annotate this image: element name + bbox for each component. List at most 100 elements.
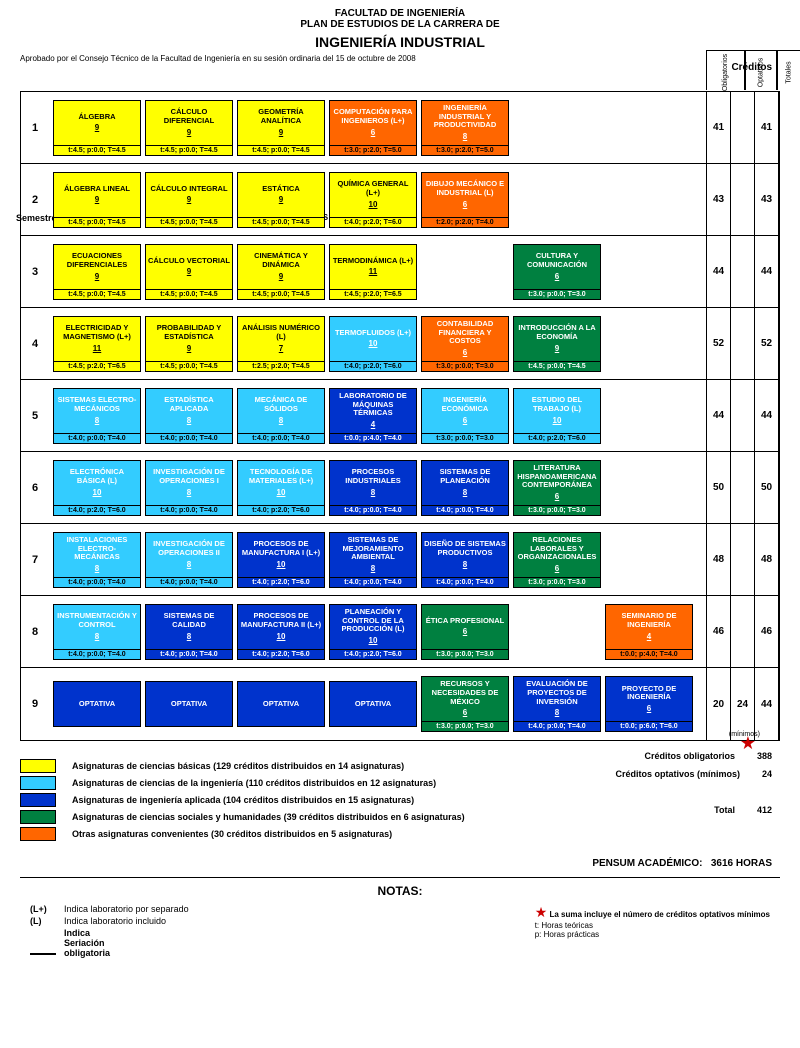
notas-title: NOTAS: xyxy=(0,878,800,904)
course-title: OPTATIVA xyxy=(79,700,115,709)
course-title: DIBUJO MECÁNICO E INDUSTRIAL (L) xyxy=(424,180,506,197)
course-hours: t:4.5; p:0.0; T=4.5 xyxy=(54,145,140,155)
course-hours: t:4.0; p:0.0; T=4.0 xyxy=(422,577,508,587)
credit-cell: 46 xyxy=(707,596,731,667)
credit-cell xyxy=(731,524,755,595)
course-title: CULTURA Y COMUNICACIÓN xyxy=(516,252,598,269)
course-hours: t:4.0; p:0.0; T=4.0 xyxy=(330,577,416,587)
course-box: CULTURA Y COMUNICACIÓN 6 t:3.0; p:0.0; T=3… xyxy=(513,244,601,300)
cred-oblig-label: Créditos obligatorios xyxy=(644,751,735,761)
course-hours: t:3.0; p:0.0; T=3.0 xyxy=(422,721,508,731)
course-title: LITERATURA HISPANOAMERICANA CONTEMPORÁNE… xyxy=(516,464,598,490)
course-box: INGENIERÍA INDUSTRIAL Y PRODUCTIVIDAD8t:… xyxy=(421,100,509,156)
legend-text: Otras asignaturas convenientes (30 crédi… xyxy=(72,829,392,839)
course-hours: t:4.0; p:0.0; T=4.0 xyxy=(422,505,508,515)
course-hours: t:4.0; p:0.0; T=4.0 xyxy=(146,505,232,515)
course-box: RELACIONES LABORALES Y ORGANIZACIONALES6… xyxy=(513,532,601,588)
legend-text: Asignaturas de ciencias sociales y human… xyxy=(72,812,465,822)
course-box: DISEÑO DE SISTEMAS PRODUCTIVOS8t:4.0; p:… xyxy=(421,532,509,588)
credit-cell xyxy=(731,596,755,667)
course-title: PROCESOS DE MANUFACTURA I (L+) xyxy=(240,540,322,557)
course-credits: 8 xyxy=(463,488,467,497)
course-credits: 8 xyxy=(95,416,99,425)
course-credits: 8 xyxy=(555,708,559,717)
credit-cell xyxy=(731,380,755,451)
course-box: INTRODUCCIÓN A LA ECONOMÍA9t:4.5; p:0.0;… xyxy=(513,316,601,372)
course-credits: 9 xyxy=(95,272,99,281)
semester-row: 3ECUACIONES DIFERENCIALES9t:4.5; p:0.0; … xyxy=(21,236,780,308)
credit-cell: 44 xyxy=(707,236,731,307)
course-hours: t:4.0; p:2.0; T=6.0 xyxy=(54,505,140,515)
course-credits: 9 xyxy=(555,344,559,353)
course-box: CÁLCULO INTEGRAL9t:4.5; p:0.0; T=4.5 xyxy=(145,172,233,228)
course-title: SISTEMAS ELECTRO-MECÁNICOS xyxy=(56,396,138,413)
course-box: TERMOFLUIDOS (L+)10t:4.0; p:2.0; T=6.0 xyxy=(329,316,417,372)
course-box: RECURSOS Y NECESIDADES DE MÉXICO6t:3.0; … xyxy=(421,676,509,732)
course-box: PROYECTO DE INGENIERÍA6t:0.0; p:6.0; T=6… xyxy=(605,676,693,732)
course-hours: t:0.0; p:4.0; T=4.0 xyxy=(330,433,416,443)
course-title: CÁLCULO INTEGRAL xyxy=(150,185,227,194)
course-box: ESTÁTICA9t:4.5; p:0.0; T=4.5 xyxy=(237,172,325,228)
course-hours: t:2.0; p:2.0; T=4.0 xyxy=(422,217,508,227)
course-hours: t:4.0; p:0.0; T=4.0 xyxy=(146,577,232,587)
course-box: PROCESOS DE MANUFACTURA II (L+)10t:4.0; … xyxy=(237,604,325,660)
legend-text: Asignaturas de ciencias de la ingeniería… xyxy=(72,778,436,788)
course-hours: t:4.0; p:0.0; T=4.0 xyxy=(54,649,140,659)
course-credits: 8 xyxy=(95,632,99,641)
credit-cell xyxy=(731,164,755,235)
course-hours: t:4.5; p:0.0; T=4.5 xyxy=(146,217,232,227)
course-title: EVALUACIÓN DE PROYECTOS DE INVERSIÓN xyxy=(516,680,598,706)
faculty-title: FACULTAD DE INGENIERÍA xyxy=(0,8,800,19)
course-box: ÁLGEBRA LINEAL9t:4.5; p:0.0; T=4.5 xyxy=(53,172,141,228)
course-credits: 6 xyxy=(555,272,559,281)
course-title: COMPUTACIÓN PARA INGENIEROS (L+) xyxy=(332,108,414,125)
course-box: ESTUDIO DEL TRABAJO (L)10t:4.0; p:2.0; T… xyxy=(513,388,601,444)
course-box: INVESTIGACIÓN DE OPERACIONES I8t:4.0; p:… xyxy=(145,460,233,516)
semester-row: 9OPTATIVAOPTATIVAOPTATIVAOPTATIVARECURSO… xyxy=(21,668,780,740)
course-title: MECÁNICA DE SÓLIDOS xyxy=(240,396,322,413)
course-hours: t:4.5; p:0.0; T=4.5 xyxy=(514,361,600,371)
course-box: TERMODINÁMICA (L+)11t:4.5; p:2.0; T=6.5 xyxy=(329,244,417,300)
course-box: TECNOLOGÍA DE MATERIALES (L+)10t:4.0; p:… xyxy=(237,460,325,516)
legend-text: Asignaturas de ciencias básicas (129 cré… xyxy=(72,761,404,771)
course-credits: 7 xyxy=(279,344,283,353)
course-box: CONTABILIDAD FINANCIERA Y COSTOS6t:3.0; … xyxy=(421,316,509,372)
course-title: ANÁLISIS NUMÉRICO (L) xyxy=(240,324,322,341)
course-credits: 10 xyxy=(277,488,286,497)
course-box: PROCESOS DE MANUFACTURA I (L+)10t:4.0; p… xyxy=(237,532,325,588)
course-hours: t:4.5; p:0.0; T=4.5 xyxy=(146,361,232,371)
plan-title: PLAN DE ESTUDIOS DE LA CARRERA DE xyxy=(0,19,800,30)
course-title: ESTUDIO DEL TRABAJO (L) xyxy=(516,396,598,413)
course-credits: 9 xyxy=(187,267,191,276)
course-credits: 9 xyxy=(95,195,99,204)
course-title: CÁLCULO DIFERENCIAL xyxy=(148,108,230,125)
legend-row: Asignaturas de ciencias sociales y human… xyxy=(20,810,780,824)
approval-text: Aprobado por el Consejo Técnico de la Fa… xyxy=(0,52,800,73)
course-hours: t:4.5; p:0.0; T=4.5 xyxy=(146,145,232,155)
semester-row: 1ÁLGEBRA9t:4.5; p:0.0; T=4.5CÁLCULO DIFE… xyxy=(21,92,780,164)
credit-cell: 44 xyxy=(755,236,780,307)
course-title: ELECTRÓNICA BÁSICA (L) xyxy=(56,468,138,485)
course-hours: t:3.0; p:0.0; T=3.0 xyxy=(514,505,600,515)
course-title: ESTÁTICA xyxy=(262,185,300,194)
course-box: LABORATORIO DE MÁQUINAS TÉRMICAS4t:0.0; … xyxy=(329,388,417,444)
course-title: SISTEMAS DE CALIDAD xyxy=(148,612,230,629)
col-tot: Totales xyxy=(786,61,793,83)
credit-cell: 41 xyxy=(707,92,731,163)
course-hours: t:3.0; p:0.0; T=3.0 xyxy=(514,289,600,299)
course-credits: 10 xyxy=(369,339,378,348)
course-credits: 6 xyxy=(647,704,651,713)
course-hours: t:4.0; p:0.0; T=4.0 xyxy=(514,721,600,731)
career-title: INGENIERÍA INDUSTRIAL xyxy=(0,30,800,50)
course-title: CONTABILIDAD FINANCIERA Y COSTOS xyxy=(424,320,506,346)
cred-oblig-val: 388 xyxy=(757,751,772,761)
credit-cell: 52 xyxy=(707,308,731,379)
credit-cell: 43 xyxy=(755,164,780,235)
course-title: PROYECTO DE INGENIERÍA xyxy=(608,685,690,702)
course-credits: 8 xyxy=(187,560,191,569)
credit-cell: 24 xyxy=(731,668,755,740)
legend-row: Asignaturas de ingeniería aplicada (104 … xyxy=(20,793,780,807)
course-hours: t:4.5; p:0.0; T=4.5 xyxy=(238,145,324,155)
credit-cell: 43 xyxy=(707,164,731,235)
course-credits: 8 xyxy=(463,560,467,569)
